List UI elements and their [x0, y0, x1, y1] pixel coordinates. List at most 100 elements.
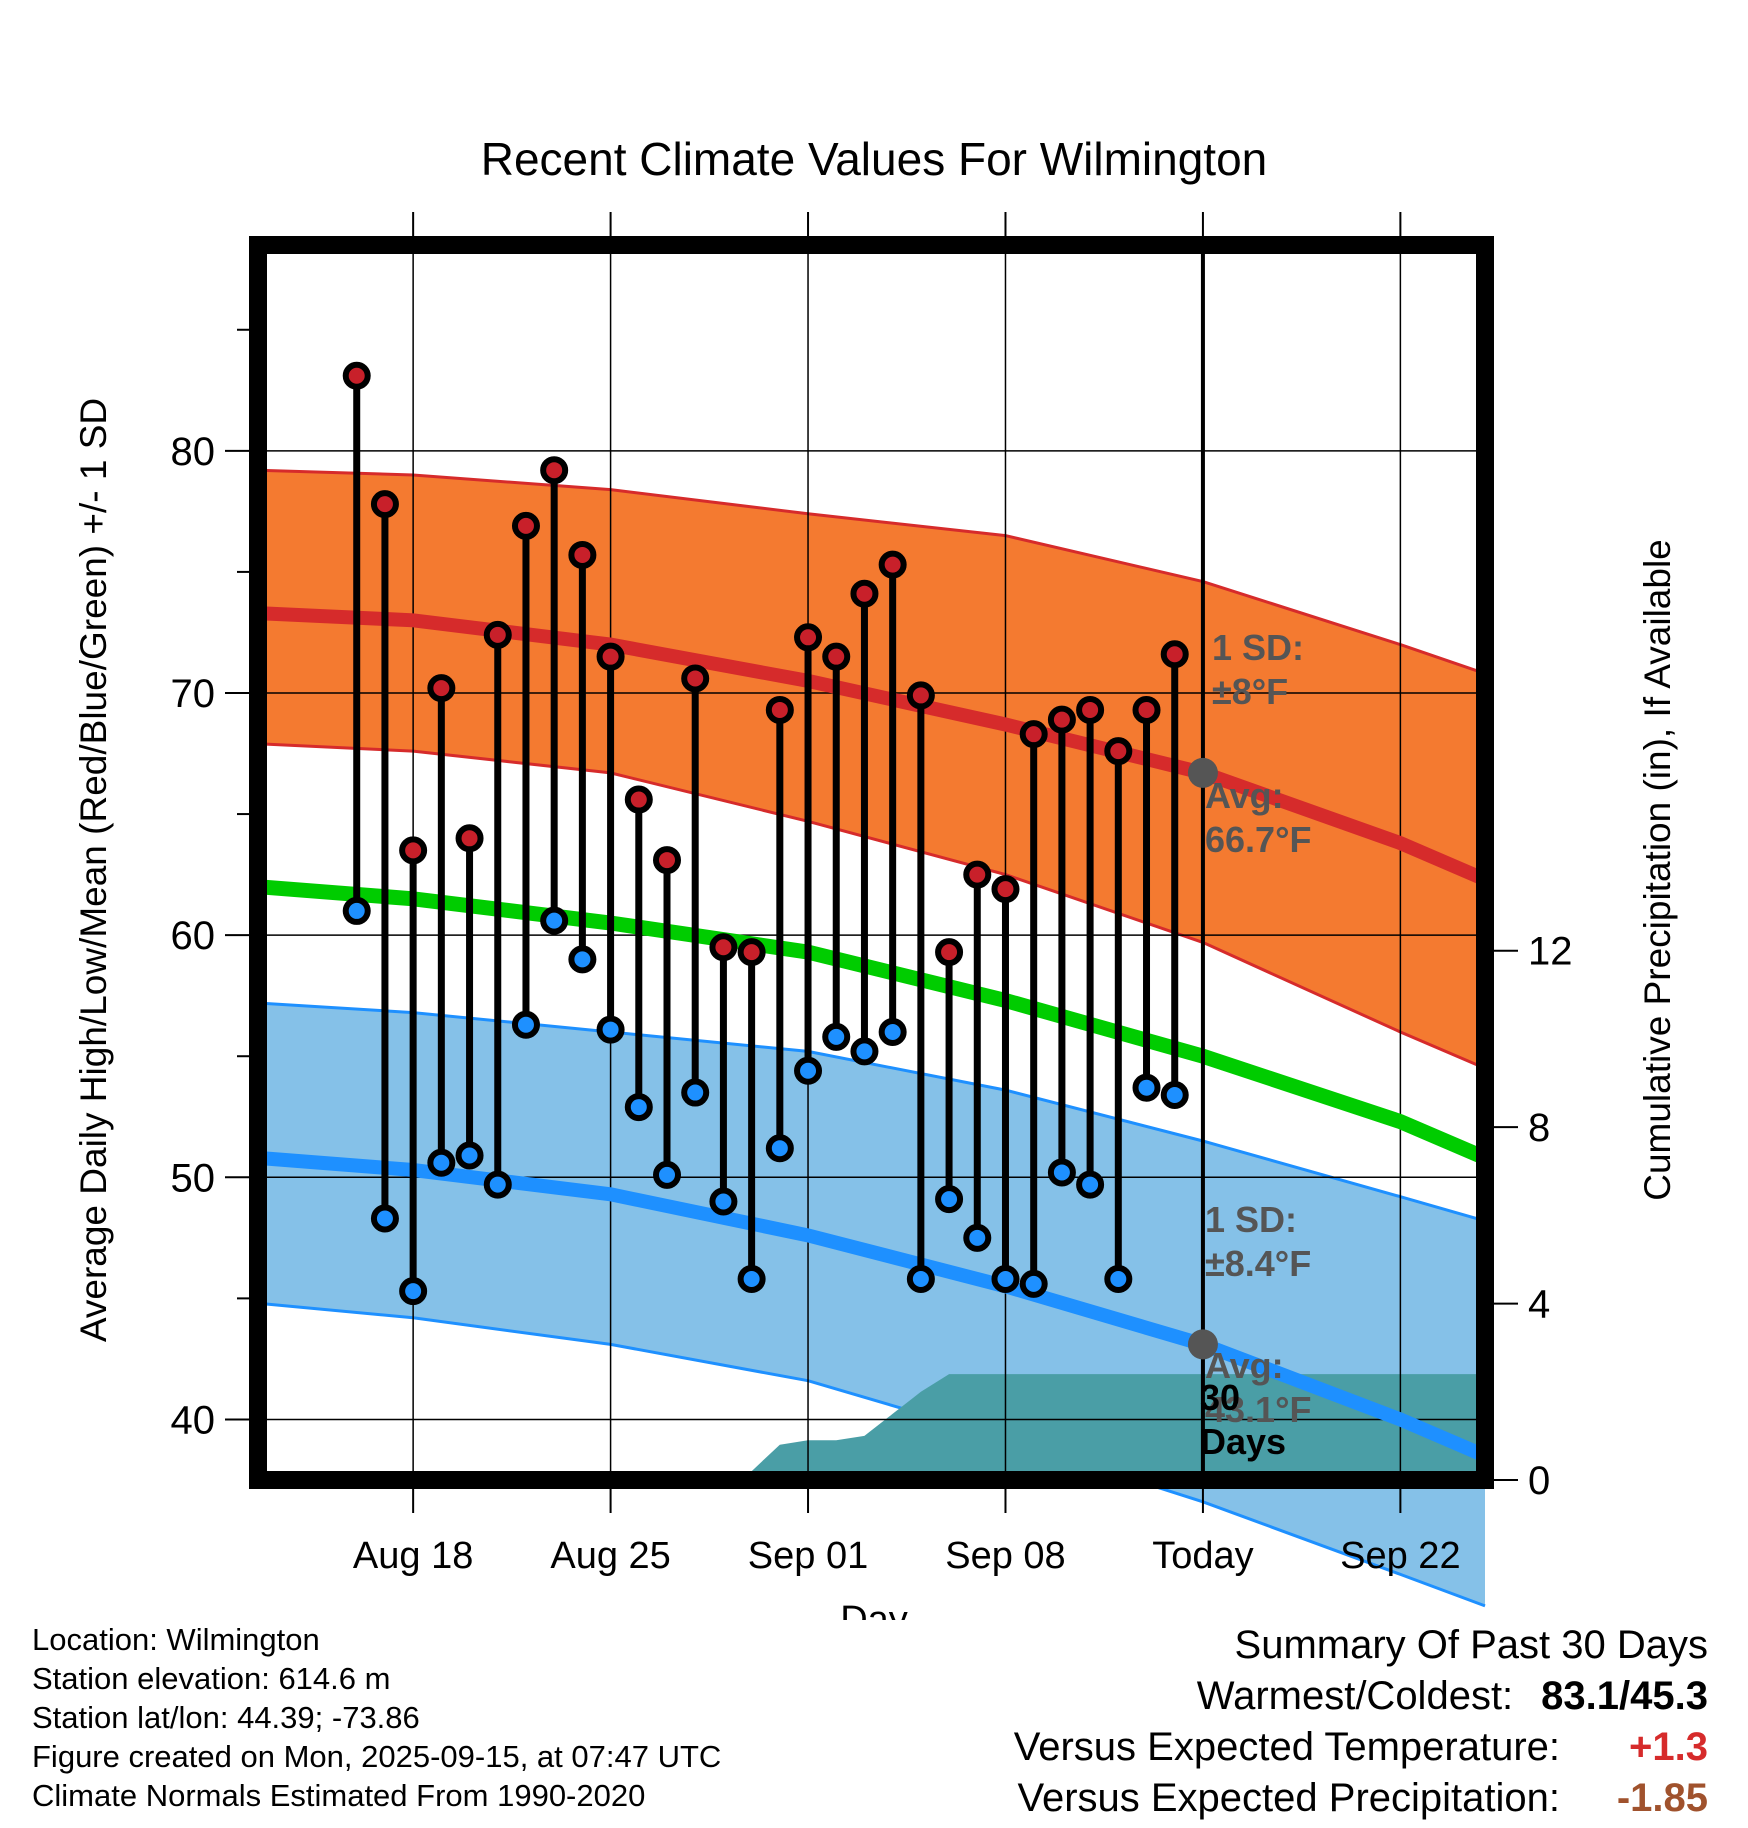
precip-tick-label: 8	[1528, 1106, 1550, 1150]
high-point	[681, 664, 710, 693]
location-text: Location: Wilmington	[32, 1622, 320, 1657]
high-sd-lower-line	[257, 742, 1486, 1070]
high-normal-line	[257, 606, 1488, 886]
plot-border	[249, 236, 1494, 1489]
high-point	[709, 933, 738, 962]
high-sd-band	[258, 470, 1485, 1069]
normals-text: Climate Normals Estimated From 1990-2020	[32, 1778, 646, 1813]
high-point	[1104, 737, 1133, 766]
low-point	[681, 1078, 710, 1107]
high-point	[850, 579, 879, 608]
low-point	[906, 1265, 935, 1294]
high-point	[878, 550, 907, 579]
high-point	[568, 540, 597, 569]
temp-label: Versus Expected Temperature:	[1013, 1725, 1560, 1769]
high-point	[399, 836, 428, 865]
low-point	[399, 1277, 428, 1306]
low-avg-label-2: 43.1°F	[1205, 1389, 1311, 1430]
low-point	[427, 1148, 456, 1177]
high-point	[794, 623, 823, 652]
low-point	[935, 1185, 964, 1214]
high-point	[1047, 705, 1076, 734]
y-tick-label: 50	[171, 1156, 216, 1200]
y-axis-label-left: Average Daily High/Low/Mean (Red/Blue/Gr…	[73, 398, 114, 1342]
x-tick-label: Aug 25	[550, 1535, 670, 1577]
precip-tick-label: 0	[1528, 1459, 1550, 1503]
high-point	[906, 681, 935, 710]
high-point	[1076, 695, 1105, 724]
high-sd-label-2: ±8°F	[1212, 671, 1288, 712]
high-point	[653, 846, 681, 875]
y-tick-label: 40	[171, 1398, 216, 1442]
low-point	[709, 1187, 738, 1216]
low-point	[765, 1134, 794, 1163]
high-sd-label-1: 1 SD:	[1212, 627, 1304, 668]
high-avg-label-1: Avg:	[1205, 775, 1284, 816]
high-point	[963, 860, 992, 889]
low-point	[511, 1010, 540, 1039]
high-point	[540, 456, 569, 485]
high-avg-label-2: 66.7°F	[1205, 819, 1311, 860]
low-point	[822, 1022, 851, 1051]
low-point	[1104, 1265, 1133, 1294]
high-point	[455, 824, 484, 853]
precip-days-label-1: 30	[1200, 1377, 1240, 1418]
mean-normal-line	[257, 879, 1488, 1165]
low-point	[342, 896, 371, 925]
summary-temp: Versus Expected Temperature: +1.3	[1014, 1722, 1708, 1773]
today-high-avg-marker	[1187, 757, 1218, 788]
low-sd-label-2: ±8.4°F	[1205, 1243, 1311, 1284]
y-axis-label-right: Cumulative Precipitation (in), If Availa…	[1637, 539, 1678, 1201]
precipitation-area	[258, 1374, 1485, 1480]
summary-panel: Summary Of Past 30 Days Warmest/Coldest:…	[1014, 1620, 1708, 1824]
daily-range-stems	[353, 375, 1179, 1292]
high-point	[765, 695, 794, 724]
station-info: Location: Wilmington Station elevation: …	[32, 1620, 721, 1815]
high-point	[1160, 640, 1189, 669]
x-tick-label: Sep 01	[748, 1535, 868, 1577]
low-point	[1047, 1158, 1076, 1187]
summary-precip: Versus Expected Precipitation: -1.85	[1014, 1773, 1708, 1824]
low-point	[991, 1265, 1020, 1294]
high-point	[342, 361, 371, 390]
y-tick-label: 70	[171, 672, 216, 716]
precip-tick-label: 4	[1528, 1283, 1550, 1327]
summary-title: Summary Of Past 30 Days	[1234, 1623, 1708, 1667]
high-point	[991, 875, 1020, 904]
low-point	[568, 945, 597, 974]
high-sd-upper-line	[257, 468, 1486, 676]
low-point	[370, 1204, 399, 1233]
low-sd-upper-line	[257, 1001, 1486, 1223]
precip-value: -1.85	[1616, 1776, 1708, 1820]
x-tick-label: Sep 22	[1340, 1535, 1460, 1577]
warm-cold-value: 83.1/45.3	[1541, 1674, 1708, 1718]
high-point	[1132, 695, 1161, 724]
low-point	[540, 906, 569, 935]
precip-tick-label: 12	[1528, 930, 1573, 974]
high-point	[370, 490, 399, 519]
x-tick-label: Sep 08	[945, 1535, 1065, 1577]
low-point	[850, 1037, 879, 1066]
created-text: Figure created on Mon, 2025-09-15, at 07…	[32, 1739, 722, 1774]
low-point	[455, 1141, 484, 1170]
low-point	[963, 1223, 992, 1252]
high-point	[624, 785, 653, 814]
low-point	[737, 1265, 766, 1294]
high-point	[511, 511, 540, 540]
high-point	[737, 938, 766, 967]
low-avg-label-1: Avg:	[1205, 1345, 1284, 1386]
high-point	[427, 674, 456, 703]
low-point	[624, 1093, 653, 1122]
low-point	[1076, 1170, 1105, 1199]
low-point	[878, 1018, 907, 1047]
high-point	[935, 938, 964, 967]
summary-warm-cold: Warmest/Coldest: 83.1/45.3	[1014, 1671, 1708, 1722]
low-point	[1160, 1080, 1189, 1109]
latlon-text: Station lat/lon: 44.39; -73.86	[32, 1700, 420, 1735]
low-point	[1132, 1073, 1161, 1102]
daily-points	[342, 361, 1189, 1306]
high-point	[483, 620, 512, 649]
x-axis-label: Day	[840, 1599, 908, 1620]
high-point	[596, 642, 625, 671]
low-point	[483, 1170, 512, 1199]
